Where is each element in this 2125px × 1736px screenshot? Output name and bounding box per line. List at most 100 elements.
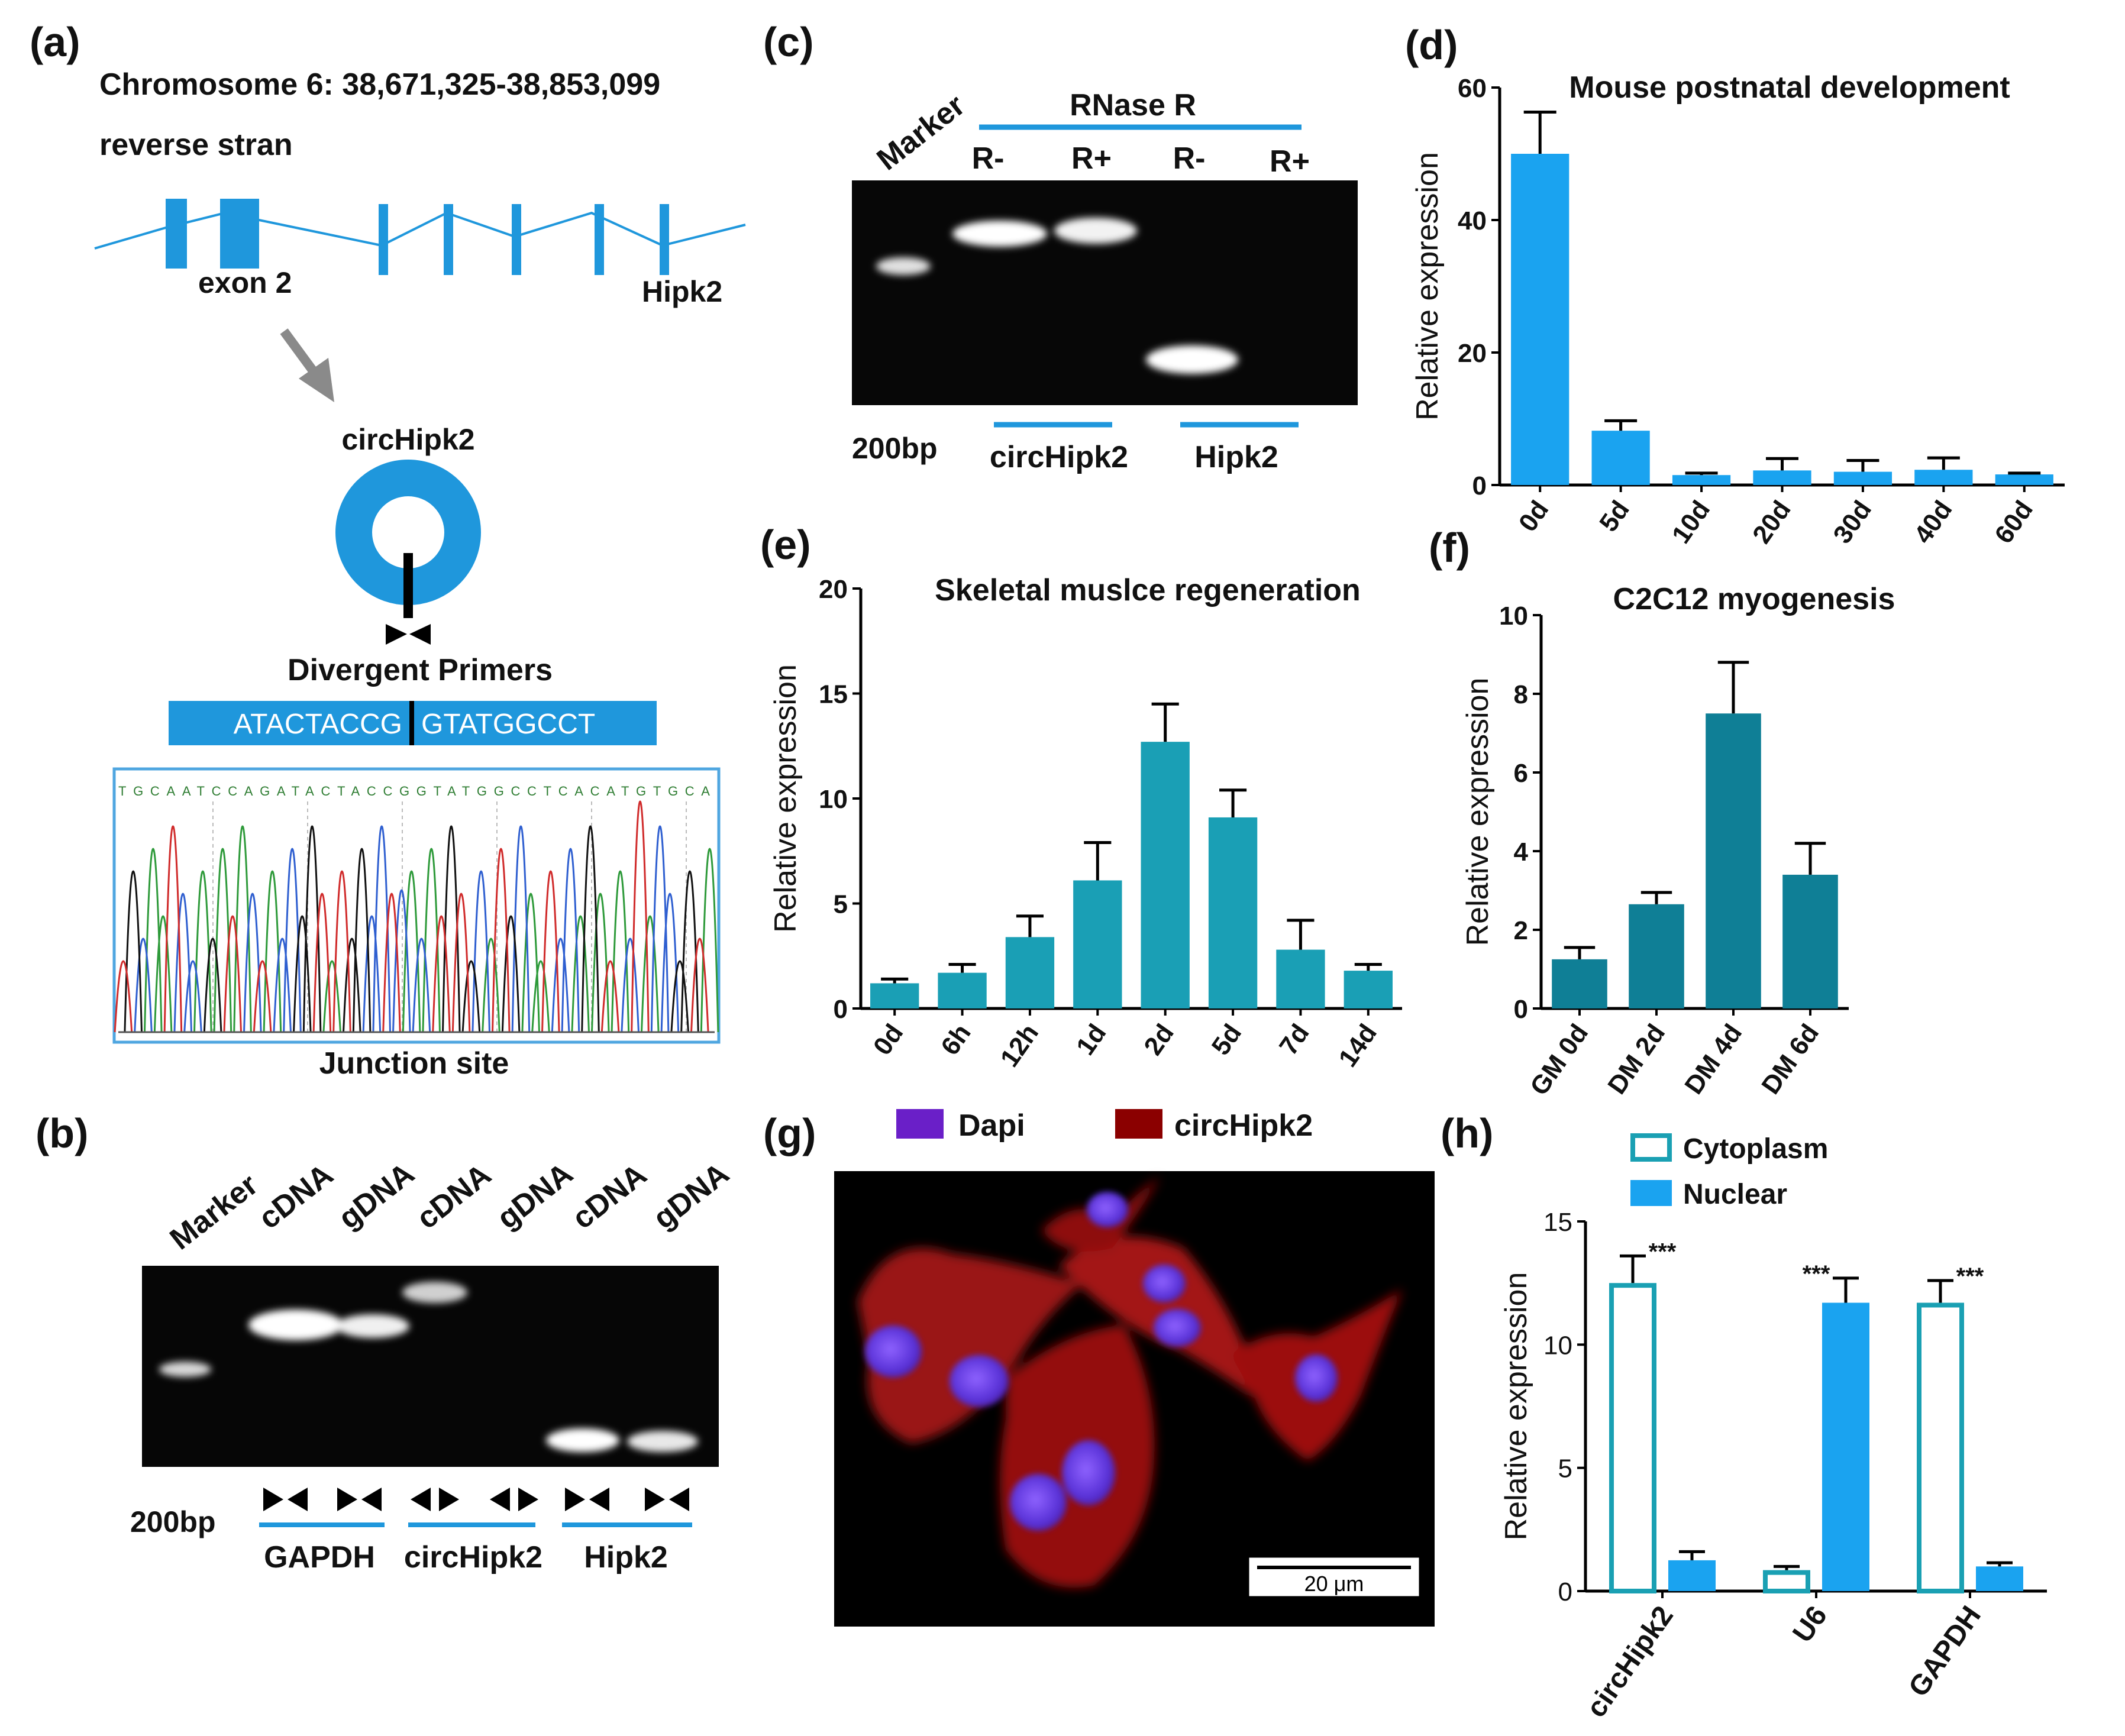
x-tick-label: 10d [1667,496,1716,549]
junction-divider [409,701,414,745]
bar [1141,742,1190,1008]
panel-letter: (e) [760,522,811,568]
panel-g: (g) Dapi circHipk2 20 μm [763,1108,1435,1627]
y-tick-label: 0 [1472,471,1487,500]
bar-nuclear [1976,1566,2023,1591]
lane-label: cDNA [411,1158,498,1236]
y-tick-label: 10 [1499,602,1528,631]
bar-cytoplasm [1917,1302,1964,1593]
panel-letter: (d) [1405,22,1458,68]
bar [1782,874,1838,1008]
intron-line [94,211,746,250]
bar [1073,880,1122,1008]
exon-2-box [220,199,259,269]
lane-label: R- [972,141,1005,176]
exon-box [444,204,453,275]
lane-label: cDNA [566,1158,653,1236]
junction-site-label: Junction site [319,1046,509,1081]
bar [1833,471,1893,485]
trace-peak [144,825,719,1033]
lane-label: gDNA [647,1156,736,1236]
bar [938,972,987,1008]
x-tick-label: U6 [1787,1601,1833,1648]
lane-label: cDNA [253,1158,340,1236]
marker-label: Marker [871,88,971,177]
dapi-swatch [896,1109,944,1139]
y-tick-label: 15 [819,680,848,709]
bar [1629,904,1684,1008]
group-label: Hipk2 [584,1540,668,1575]
sequence-left: ATACTACCG [234,709,402,740]
legend-label: Nuclear [1683,1179,1787,1210]
lane-label: R- [1173,141,1206,176]
bar-cytoplasm [1763,1570,1810,1593]
panel-b-letter: (b) [35,1110,88,1156]
exon-2-label: exon 2 [198,266,292,299]
divergent-primer-icon [386,624,431,645]
x-tick-label: 5d [1594,496,1635,537]
bar [1995,474,2053,485]
primer-icons-b [263,1488,689,1511]
x-tick-label: 14d [1333,1019,1383,1072]
lane-label: gDNA [332,1156,421,1236]
trace-peak [114,800,709,1033]
legend-label: Dapi [958,1108,1025,1143]
trace-peak [124,825,699,1033]
panel-b: (b) Marker cDNA gDNA cDNA gDNA cDNA gDNA… [35,1110,735,1575]
panel-letter: (h) [1441,1110,1493,1156]
scale-bar-box [1247,1556,1421,1598]
exon-box [379,204,388,275]
significance-label: *** [1803,1261,1830,1287]
panel-a: (a) Chromosome 6: 38,671,325-38,853,099 … [30,19,746,1081]
exon-box [595,204,604,275]
y-tick-label: 5 [834,890,848,919]
chart-title: C2C12 myogenesis [1613,582,1895,616]
chromatogram: TGCAATCCAGATACTACCGGTATGGCCTCACATGTGCA [112,767,721,1044]
y-tick-label: 10 [819,785,848,814]
x-tick-label: 5d [1206,1019,1248,1061]
x-tick-label: GM 0d [1525,1019,1594,1101]
chart-title: Skeletal muslce regeneration [935,573,1361,607]
chart-d: (d) Mouse postnatal development 0 20 40 60 Rel… [1405,22,2065,549]
group-label: Hipk2 [1194,440,1278,474]
arrow-down-icon [280,328,334,402]
group-label: GAPDH [264,1540,375,1575]
significance-label: *** [1649,1239,1677,1265]
exon-box [166,199,187,269]
group-label: circHipk2 [990,440,1128,474]
bar [1344,971,1393,1008]
y-tick-label: 0 [1558,1577,1572,1606]
x-tick-label: DM 6d [1756,1019,1824,1100]
chart-h: (h) Cytoplasm Nuclear 0 5 10 15 Relative expres… [1441,1110,2047,1723]
bar-nuclear [1668,1560,1716,1591]
x-tick-label: DM 2d [1602,1019,1671,1100]
y-tick-label: 4 [1514,838,1529,867]
y-tick-label: 5 [1558,1454,1572,1483]
panel-g-letter: (g) [763,1110,816,1156]
rnase-label: RNase R [1070,88,1196,122]
y-tick-label: 20 [1458,339,1487,368]
strand-label: reverse stran [99,128,293,162]
chart-title: Mouse postnatal development [1569,70,2010,105]
bar [870,983,919,1008]
legend-swatch-nuclear [1630,1180,1672,1206]
y-tick-label: 15 [1543,1208,1572,1237]
x-tick-label: 1d [1071,1019,1112,1061]
y-tick-label: 6 [1514,759,1528,788]
lane-labels: Marker cDNA gDNA cDNA gDNA cDNA gDNA [164,1156,736,1257]
y-axis-label: Relative expression [1461,678,1495,946]
size-marker-label: 200bp [130,1505,216,1538]
x-tick-label: 2d [1138,1019,1180,1061]
nuclei [865,1192,1338,1531]
bar [1706,713,1761,1008]
bar [1208,817,1258,1008]
x-tick-label: circHipk2 [1581,1601,1680,1723]
y-tick-label: 0 [834,995,848,1024]
bar [1511,154,1569,485]
bar [1005,937,1055,1008]
junction-marker [403,553,413,618]
exon-box [660,204,669,275]
x-tick-label: 6h [935,1019,977,1061]
bar [1753,470,1811,485]
x-tick-label: DM 4d [1679,1019,1748,1100]
